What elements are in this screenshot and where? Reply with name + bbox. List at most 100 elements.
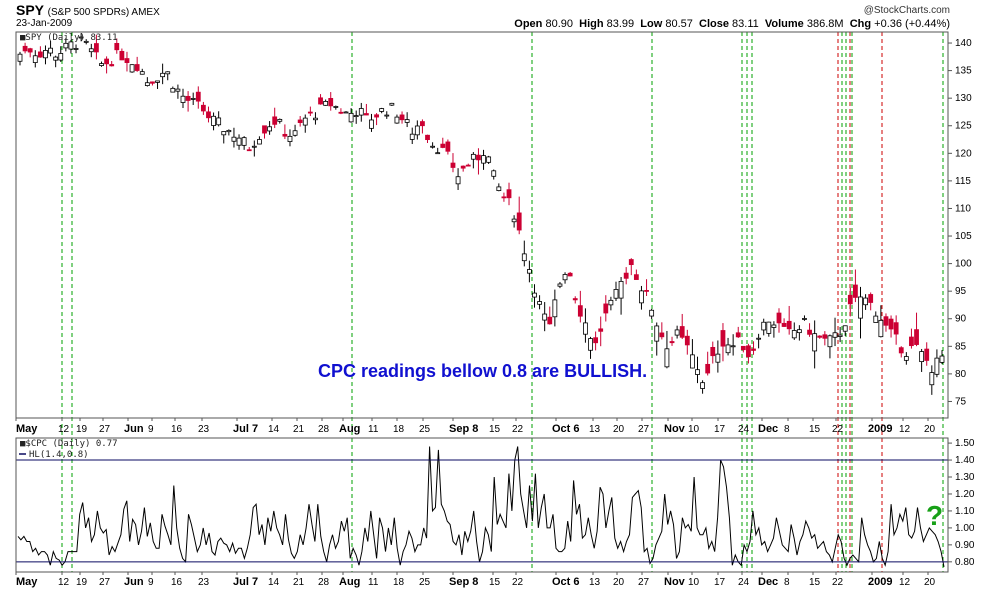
price-x-tick-label: 21 — [293, 424, 305, 435]
candle-body — [394, 116, 400, 124]
candle-body — [409, 133, 415, 140]
cpc-x-tick-label: 20 — [613, 577, 625, 588]
candle-body — [593, 337, 599, 344]
candle-body — [740, 345, 746, 351]
cpc-x-tick-label: 12 — [58, 577, 70, 588]
candle-body — [583, 322, 588, 335]
candle-body — [348, 112, 354, 123]
cpc-x-tick-label: 25 — [419, 577, 431, 588]
candle-body — [221, 131, 227, 136]
candle-body — [124, 58, 130, 63]
price-x-tick-label: 20 — [613, 424, 625, 435]
low-value: 80.57 — [665, 18, 693, 30]
price-x-tick-label: Oct 6 — [552, 423, 580, 435]
high-label: High — [579, 18, 604, 30]
candle-body — [817, 335, 823, 338]
cpc-x-tick-label: 9 — [148, 577, 154, 588]
candle-body — [430, 145, 436, 148]
candle-body — [639, 290, 644, 304]
candle-body — [470, 153, 476, 160]
candle-body — [333, 106, 339, 108]
candle-body — [338, 111, 344, 114]
price-y-tick-label: 90 — [955, 314, 967, 325]
candle-body — [435, 152, 441, 155]
candle-body — [939, 355, 945, 363]
candle-body — [32, 55, 38, 63]
candle-body — [659, 332, 665, 338]
candle-body — [496, 186, 502, 192]
candle-body — [781, 322, 787, 327]
candle-body — [526, 269, 532, 274]
candle-body — [160, 72, 166, 78]
price-x-tick-label: 12 — [899, 424, 911, 435]
candle-body — [888, 318, 894, 330]
price-x-tick-label: 12 — [58, 424, 70, 435]
candle-body — [654, 325, 660, 342]
price-y-tick-label: 125 — [955, 121, 972, 132]
close-label: Close — [699, 18, 729, 30]
candle-body — [297, 119, 303, 123]
candle-body — [369, 119, 374, 129]
candle-body — [588, 338, 593, 351]
cpc-x-tick-label: 14 — [268, 577, 280, 588]
price-x-tick-label: 23 — [198, 424, 210, 435]
candle-body — [664, 348, 670, 368]
candle-body — [766, 321, 772, 334]
candle-body — [139, 71, 145, 75]
price-y-tick-label: 130 — [955, 93, 972, 104]
chg-value: +0.36 (+0.44%) — [874, 18, 950, 30]
candle-body — [796, 329, 802, 334]
candle-body — [684, 335, 690, 346]
price-x-tick-label: Dec — [758, 423, 778, 435]
annotation-text: CPC readings bellow 0.8 are BULLISH. — [318, 361, 648, 381]
chg-label: Chg — [849, 18, 872, 30]
candle-body — [771, 324, 777, 328]
candle-body — [898, 347, 904, 354]
candle-body — [746, 345, 751, 358]
cpc-x-tick-label: 28 — [318, 577, 330, 588]
candle-body — [853, 284, 858, 298]
candle-body — [491, 170, 497, 177]
candle-body — [58, 53, 64, 61]
candle-body — [257, 139, 262, 145]
price-x-tick-label: 22 — [512, 424, 524, 435]
candle-body — [328, 98, 334, 107]
candle-body — [883, 316, 889, 326]
candle-body — [226, 129, 232, 133]
candle-body — [379, 108, 385, 112]
candle-body — [251, 145, 257, 148]
candle-body — [425, 134, 430, 141]
candle-body — [99, 63, 104, 66]
candle-body — [705, 363, 711, 374]
candle-body — [48, 47, 53, 54]
candle-body — [481, 155, 486, 164]
candle-body — [720, 330, 726, 347]
candle-body — [277, 118, 283, 122]
candle-body — [231, 136, 237, 142]
candle-body — [134, 64, 140, 71]
candle-body — [863, 297, 868, 306]
cpc-legend: ■$CPC (Daily) 0.77 — [20, 439, 118, 449]
candle-body — [144, 82, 150, 86]
candle-body — [195, 91, 201, 102]
cpc-x-tick-label: Jul 7 — [233, 576, 258, 588]
price-y-tick-label: 85 — [955, 341, 967, 352]
candle-body — [343, 111, 349, 114]
candle-body — [868, 294, 874, 303]
price-x-tick-label: Jun — [124, 423, 144, 435]
candle-body — [700, 382, 705, 389]
candle-body — [37, 51, 43, 58]
cpc-x-tick-label: 10 — [688, 577, 700, 588]
candle-body — [633, 274, 639, 280]
candle-body — [695, 369, 700, 375]
price-x-tick-label: 16 — [171, 424, 183, 435]
price-x-tick-label: 15 — [489, 424, 501, 435]
price-x-tick-label: 25 — [419, 424, 431, 435]
price-x-tick-label: Sep 8 — [449, 423, 478, 435]
candle-body — [893, 322, 899, 335]
cpc-x-tick-label: Nov — [664, 576, 686, 588]
candle-body — [613, 289, 619, 299]
candle-body — [404, 119, 410, 123]
candle-body — [241, 137, 247, 146]
